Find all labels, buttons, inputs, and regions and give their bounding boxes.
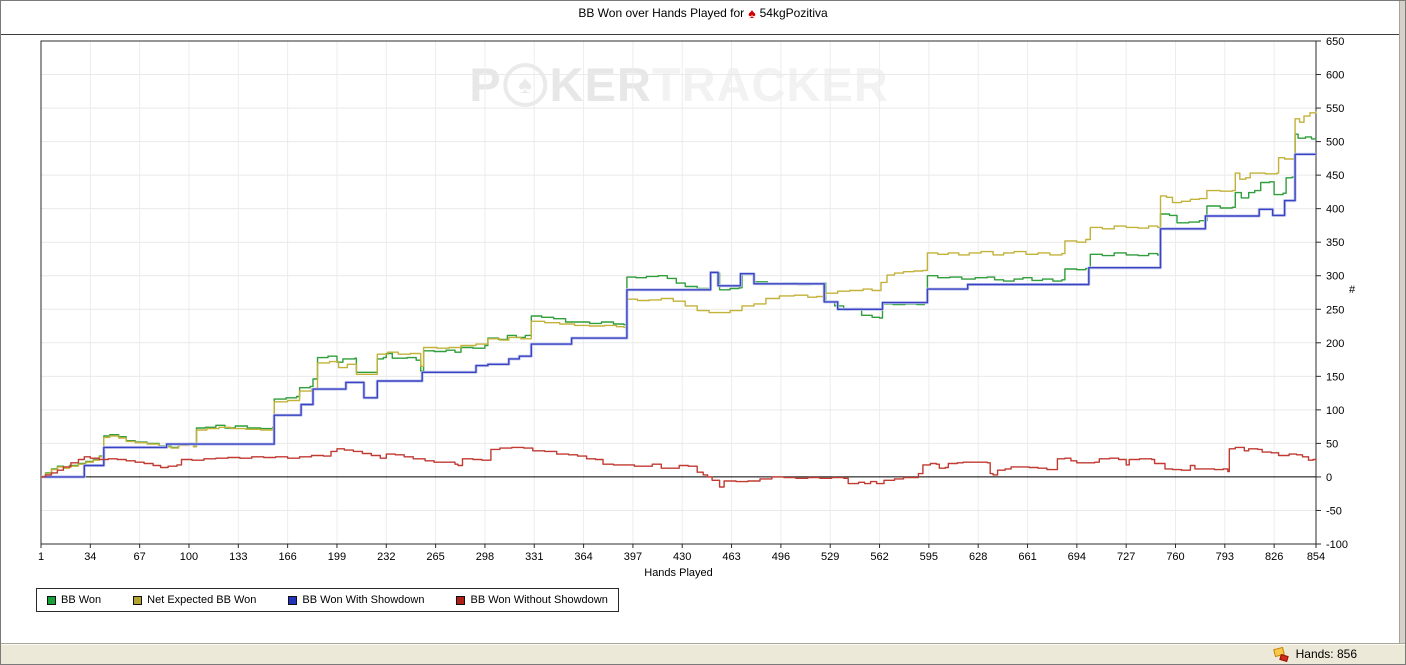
- svg-text:496: 496: [772, 551, 790, 563]
- poker-chip-icon: ♠: [503, 62, 548, 107]
- svg-text:628: 628: [969, 551, 987, 563]
- legend-swatch-red: [456, 595, 466, 605]
- red-spade-icon: ♠: [748, 5, 756, 21]
- svg-text:350: 350: [1326, 237, 1344, 249]
- watermark-part1: P: [469, 58, 502, 111]
- svg-text:595: 595: [920, 551, 938, 563]
- window-right-edge: [1399, 1, 1405, 645]
- chart-title: BB Won over Hands Played for ♠ 54kgPozit…: [1, 6, 1405, 20]
- watermark-part2: KER: [549, 58, 652, 111]
- svg-text:1: 1: [38, 551, 44, 563]
- playing-cards-icon: [1272, 646, 1289, 662]
- svg-text:232: 232: [377, 551, 395, 563]
- svg-text:250: 250: [1326, 304, 1344, 316]
- hands-count: Hands: 856: [1295, 647, 1357, 661]
- svg-text:694: 694: [1068, 551, 1086, 563]
- svg-text:529: 529: [821, 551, 839, 563]
- title-divider: [1, 34, 1405, 35]
- y-axis-title: #: [1349, 284, 1356, 296]
- svg-text:600: 600: [1326, 70, 1344, 82]
- svg-text:100: 100: [180, 551, 198, 563]
- svg-text:331: 331: [525, 551, 543, 563]
- chart-title-text: BB Won over Hands Played for: [578, 6, 745, 20]
- player-name: 54kgPozitiva: [759, 6, 828, 20]
- legend-item-net-expected: Net Expected BB Won: [133, 594, 256, 606]
- svg-text:760: 760: [1166, 551, 1184, 563]
- legend-swatch-green: [47, 595, 56, 605]
- pokertracker-watermark: P ♠ KER TRACKER: [469, 57, 888, 112]
- svg-text:-50: -50: [1326, 505, 1342, 517]
- legend-label: BB Won With Showdown: [302, 594, 425, 606]
- svg-text:265: 265: [426, 551, 444, 563]
- svg-text:397: 397: [624, 551, 642, 563]
- svg-text:150: 150: [1326, 371, 1344, 383]
- svg-text:300: 300: [1326, 271, 1344, 283]
- legend-item-bb-won: BB Won: [47, 594, 101, 606]
- svg-text:166: 166: [278, 551, 296, 563]
- x-axis-title: Hands Played: [644, 567, 713, 579]
- svg-text:67: 67: [134, 551, 146, 563]
- card-front-shape: [1278, 653, 1289, 662]
- watermark-part3: TRACKER: [651, 58, 889, 111]
- svg-text:793: 793: [1216, 551, 1234, 563]
- legend-item-without-showdown: BB Won Without Showdown: [456, 594, 608, 606]
- svg-text:133: 133: [229, 551, 247, 563]
- chart-legend: BB Won Net Expected BB Won BB Won With S…: [36, 588, 619, 612]
- svg-text:50: 50: [1326, 438, 1338, 450]
- svg-text:200: 200: [1326, 338, 1344, 350]
- status-bar: Hands: 856: [1, 643, 1405, 664]
- svg-text:727: 727: [1117, 551, 1135, 563]
- svg-text:550: 550: [1326, 103, 1344, 115]
- legend-label: BB Won: [61, 594, 102, 606]
- svg-text:463: 463: [722, 551, 740, 563]
- svg-text:-100: -100: [1326, 539, 1348, 551]
- svg-text:430: 430: [673, 551, 691, 563]
- svg-text:298: 298: [476, 551, 494, 563]
- svg-text:100: 100: [1326, 405, 1344, 417]
- svg-text:400: 400: [1326, 204, 1344, 216]
- legend-swatch-blue: [288, 595, 298, 605]
- legend-swatch-yellow: [133, 595, 143, 605]
- legend-item-with-showdown: BB Won With Showdown: [288, 594, 424, 606]
- legend-label: Net Expected BB Won: [147, 594, 257, 606]
- svg-text:500: 500: [1326, 137, 1344, 149]
- svg-text:562: 562: [870, 551, 888, 563]
- svg-text:661: 661: [1018, 551, 1036, 563]
- svg-text:826: 826: [1265, 551, 1283, 563]
- svg-text:854: 854: [1307, 551, 1325, 563]
- svg-text:364: 364: [574, 551, 592, 563]
- svg-text:450: 450: [1326, 170, 1344, 182]
- svg-text:34: 34: [84, 551, 96, 563]
- svg-text:0: 0: [1326, 472, 1332, 484]
- svg-text:199: 199: [328, 551, 346, 563]
- svg-text:650: 650: [1326, 36, 1344, 48]
- legend-label: BB Won Without Showdown: [470, 594, 608, 606]
